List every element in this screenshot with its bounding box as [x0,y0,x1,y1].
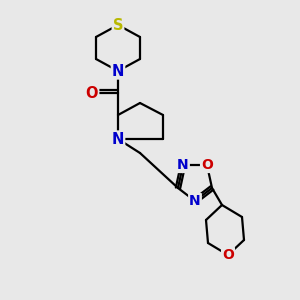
Text: O: O [86,85,98,100]
Text: N: N [177,158,189,172]
Text: N: N [112,64,124,79]
Text: N: N [189,194,201,208]
Text: O: O [222,248,234,262]
Text: O: O [201,158,213,172]
Text: N: N [112,131,124,146]
Text: S: S [113,17,123,32]
